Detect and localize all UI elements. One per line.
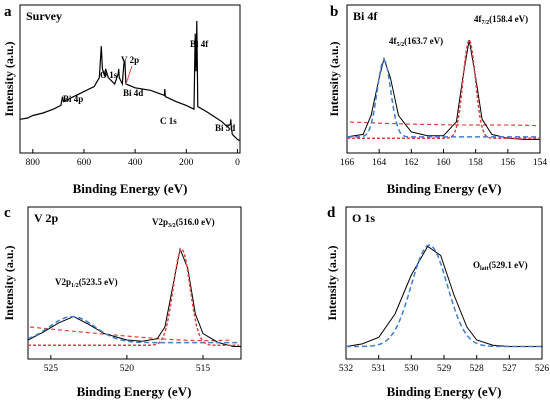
panel-d-fit-olatt bbox=[346, 244, 542, 348]
x-tick-label: 525 bbox=[44, 364, 59, 374]
x-tick-label: 600 bbox=[77, 158, 92, 168]
panel-c-background-fit bbox=[29, 326, 231, 342]
panel-c-title: V 2p bbox=[34, 211, 58, 225]
x-tick-label: 160 bbox=[436, 158, 451, 168]
panel-a-x-ticks: 800 600 400 200 0 bbox=[26, 149, 240, 168]
panel-d-frame bbox=[345, 206, 543, 360]
annotation-c-1s: C 1s bbox=[160, 116, 177, 126]
annotation-bi-4p: Bi 4p bbox=[63, 94, 83, 104]
panel-d-x-ticks: 532 531 530 529 528 527 526 bbox=[339, 355, 550, 374]
annotation-o-1s: O 1s bbox=[100, 70, 118, 80]
x-tick-label: 154 bbox=[533, 158, 548, 168]
panel-b-spectrum-line bbox=[346, 39, 540, 140]
annotation-olatt: Olatt(529.1 eV) bbox=[473, 260, 528, 272]
panel-b: b Bi 4f 166 164 162 160 158 156 154 4f5/2(163.… bbox=[327, 4, 547, 196]
x-tick-label: 529 bbox=[437, 364, 452, 374]
panel-a-title: Survey bbox=[26, 9, 62, 23]
panel-c-frame bbox=[27, 206, 242, 360]
panel-a-frame bbox=[19, 4, 241, 154]
panel-a-letter: a bbox=[4, 4, 12, 20]
annotation-v2p12: V2p1/2(523.5 eV) bbox=[55, 277, 118, 289]
x-tick-label: 528 bbox=[470, 364, 485, 374]
x-tick-label: 526 bbox=[535, 364, 550, 374]
panel-a-x-title: Binding Energy (eV) bbox=[73, 181, 188, 196]
panel-c-fit-2p32 bbox=[28, 248, 240, 346]
panel-d-spectrum-line bbox=[345, 245, 542, 347]
panel-b-y-title: Intensity (a.u.) bbox=[327, 41, 341, 116]
annotation-4f72: 4f7/2(158.4 eV) bbox=[474, 14, 528, 26]
annotation-v2p32: V2p3/2(516.0 eV) bbox=[152, 217, 215, 229]
panel-b-fit-4f52 bbox=[347, 58, 540, 138]
annotation-v-2p: V 2p bbox=[121, 55, 139, 65]
annotation-bi-4d: Bi 4d bbox=[123, 88, 143, 98]
x-tick-label: 400 bbox=[128, 158, 143, 168]
x-tick-label: 156 bbox=[501, 158, 516, 168]
panel-b-background-fit bbox=[349, 121, 539, 127]
panel-d-y-title: Intensity (a.u.) bbox=[325, 245, 339, 320]
panel-d-title: O 1s bbox=[352, 211, 375, 225]
annotation-4f52: 4f5/2(163.7 eV) bbox=[389, 36, 443, 48]
panel-b-title: Bi 4f bbox=[353, 9, 378, 23]
panel-a: a Survey 800 600 400 200 0 Bi 4p O 1s V 2p B… bbox=[2, 4, 241, 196]
x-tick-label: 158 bbox=[469, 158, 484, 168]
x-tick-label: 800 bbox=[26, 158, 41, 168]
panel-d-letter: d bbox=[327, 205, 336, 221]
annotation-bi-5d: Bi 5d bbox=[215, 123, 235, 133]
panel-b-x-title: Binding Energy (eV) bbox=[387, 181, 502, 196]
panel-c-x-title: Binding Energy (eV) bbox=[77, 384, 192, 399]
x-tick-label: 532 bbox=[339, 364, 354, 374]
panel-d-x-title: Binding Energy (eV) bbox=[387, 384, 502, 399]
annotation-v-2p-pointer bbox=[125, 65, 133, 85]
x-tick-label: 527 bbox=[502, 364, 517, 374]
x-tick-label: 515 bbox=[196, 364, 211, 374]
panel-b-x-ticks: 166 164 162 160 158 156 154 bbox=[340, 149, 548, 168]
panel-c: c V 2p 525 520 515 V2p3/2(516.0 eV) V2p1/2… bbox=[2, 205, 242, 399]
panel-c-x-ticks: 525 520 515 bbox=[44, 355, 211, 374]
x-tick-label: 164 bbox=[372, 158, 387, 168]
panel-c-spectrum-line bbox=[27, 247, 241, 347]
panel-b-frame bbox=[346, 4, 541, 154]
panel-d: d O 1s 532 531 530 529 528 527 526 Olatt(529.1… bbox=[325, 205, 549, 399]
panel-b-letter: b bbox=[330, 4, 338, 20]
panel-a-survey-line bbox=[19, 20, 241, 142]
panel-c-letter: c bbox=[4, 205, 11, 221]
x-tick-label: 531 bbox=[372, 364, 387, 374]
x-tick-label: 520 bbox=[120, 364, 135, 374]
x-tick-label: 166 bbox=[340, 158, 355, 168]
panel-c-y-title: Intensity (a.u.) bbox=[2, 245, 16, 320]
x-tick-label: 530 bbox=[404, 364, 419, 374]
x-tick-label: 0 bbox=[235, 158, 240, 168]
x-tick-label: 200 bbox=[179, 158, 194, 168]
panel-b-fit-4f72 bbox=[347, 38, 540, 139]
panel-a-y-title: Intensity (a.u.) bbox=[2, 41, 16, 116]
annotation-bi-4f: Bi 4f bbox=[190, 39, 209, 49]
x-tick-label: 162 bbox=[404, 158, 419, 168]
